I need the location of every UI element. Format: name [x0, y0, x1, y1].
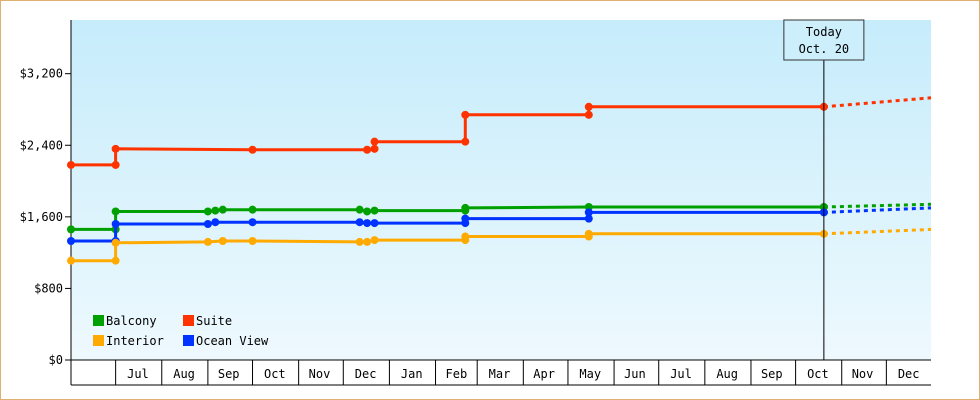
- legend-label-ocean-view: Ocean View: [196, 334, 269, 348]
- data-point: [218, 205, 227, 214]
- x-tick-label: Sep: [218, 367, 240, 381]
- data-point: [584, 110, 593, 119]
- legend: Balcony Suite Interior Ocean View: [93, 314, 269, 348]
- x-tick-label: Jun: [624, 367, 646, 381]
- data-point: [363, 145, 372, 154]
- data-point: [111, 160, 120, 169]
- data-point: [248, 218, 257, 227]
- x-tick-label: Oct: [807, 367, 829, 381]
- data-point: [203, 207, 212, 216]
- series-layer: [67, 96, 932, 265]
- data-point: [355, 205, 364, 214]
- x-tick-label: Apr: [533, 367, 555, 381]
- data-point: [218, 237, 227, 245]
- data-point: [363, 219, 372, 228]
- y-tick-label: $0: [49, 353, 63, 367]
- series-ocean-view: [67, 206, 932, 245]
- x-tick-label: Jan: [401, 367, 423, 381]
- x-tick-label: Jul: [127, 367, 149, 381]
- data-point: [370, 236, 379, 245]
- data-point: [584, 229, 593, 238]
- x-tick-label: Sep: [761, 367, 783, 381]
- x-tick-label: Nov: [309, 367, 331, 381]
- data-point: [67, 160, 75, 169]
- today-marker: Today Oct. 20: [783, 19, 865, 360]
- data-point: [248, 145, 257, 154]
- data-point: [584, 208, 593, 217]
- legend-label-suite: Suite: [196, 314, 232, 328]
- data-point: [363, 207, 372, 216]
- legend-swatch-balcony: [93, 315, 104, 326]
- data-point: [111, 207, 120, 216]
- data-point: [111, 256, 120, 265]
- data-point: [370, 219, 379, 228]
- data-point: [461, 203, 470, 212]
- data-point: [461, 137, 470, 146]
- data-point: [370, 206, 379, 215]
- data-point: [461, 232, 470, 241]
- series-forecast-interior: [823, 227, 932, 236]
- series-forecast-suite: [823, 96, 932, 109]
- y-tick-label: $800: [34, 281, 63, 295]
- data-point: [203, 220, 212, 228]
- data-point: [370, 137, 379, 146]
- x-tick-label: Oct: [264, 367, 286, 381]
- data-point: [355, 218, 364, 227]
- data-point: [461, 110, 470, 119]
- x-tick-label: Dec: [355, 367, 377, 381]
- series-forecast-balcony: [823, 202, 932, 209]
- x-tick-label: Aug: [173, 367, 195, 381]
- data-point: [111, 144, 120, 153]
- y-tick-label: $1,600: [20, 210, 63, 224]
- data-point: [363, 237, 372, 246]
- today-label: Today: [806, 25, 842, 39]
- x-tick-label: May: [579, 367, 601, 381]
- legend-swatch-interior: [93, 335, 104, 346]
- data-point: [67, 256, 75, 265]
- today-callout-box: [783, 19, 865, 61]
- legend-label-balcony: Balcony: [106, 314, 157, 328]
- data-point: [111, 220, 120, 228]
- y-tick-label: $2,400: [20, 138, 63, 152]
- series-interior: [67, 227, 932, 265]
- legend-label-interior: Interior: [106, 334, 164, 348]
- y-axis: $0 $800 $1,600 $2,400 $3,200: [20, 20, 72, 385]
- x-tick-label: Mar: [489, 367, 511, 381]
- data-point: [248, 205, 257, 214]
- legend-swatch-ocean-view: [183, 335, 194, 346]
- data-point: [67, 237, 75, 245]
- data-point: [355, 237, 364, 246]
- data-point: [111, 238, 120, 247]
- series-forecast-ocean-view: [823, 206, 932, 214]
- data-point: [203, 237, 212, 246]
- plot-background: [71, 20, 931, 360]
- x-tick-label: Aug: [716, 367, 738, 381]
- x-tick-label: Dec: [898, 367, 920, 381]
- legend-swatch-suite: [183, 315, 194, 326]
- x-axis: Jul Aug Sep Oct Nov Dec Jan Feb Mar Apr May Jun Jul A…: [71, 359, 931, 386]
- data-point: [211, 206, 220, 215]
- y-tick-label: $3,200: [20, 67, 63, 81]
- x-tick-label: Nov: [852, 367, 874, 381]
- x-tick-label: Feb: [446, 367, 468, 381]
- data-point: [461, 214, 470, 223]
- data-point: [211, 218, 220, 227]
- x-tick-label: Jul: [670, 367, 692, 381]
- data-point: [248, 237, 257, 245]
- today-date: Oct. 20: [799, 42, 850, 56]
- data-point: [584, 214, 593, 223]
- data-point: [370, 144, 379, 153]
- data-point: [584, 102, 593, 111]
- data-point: [67, 225, 75, 234]
